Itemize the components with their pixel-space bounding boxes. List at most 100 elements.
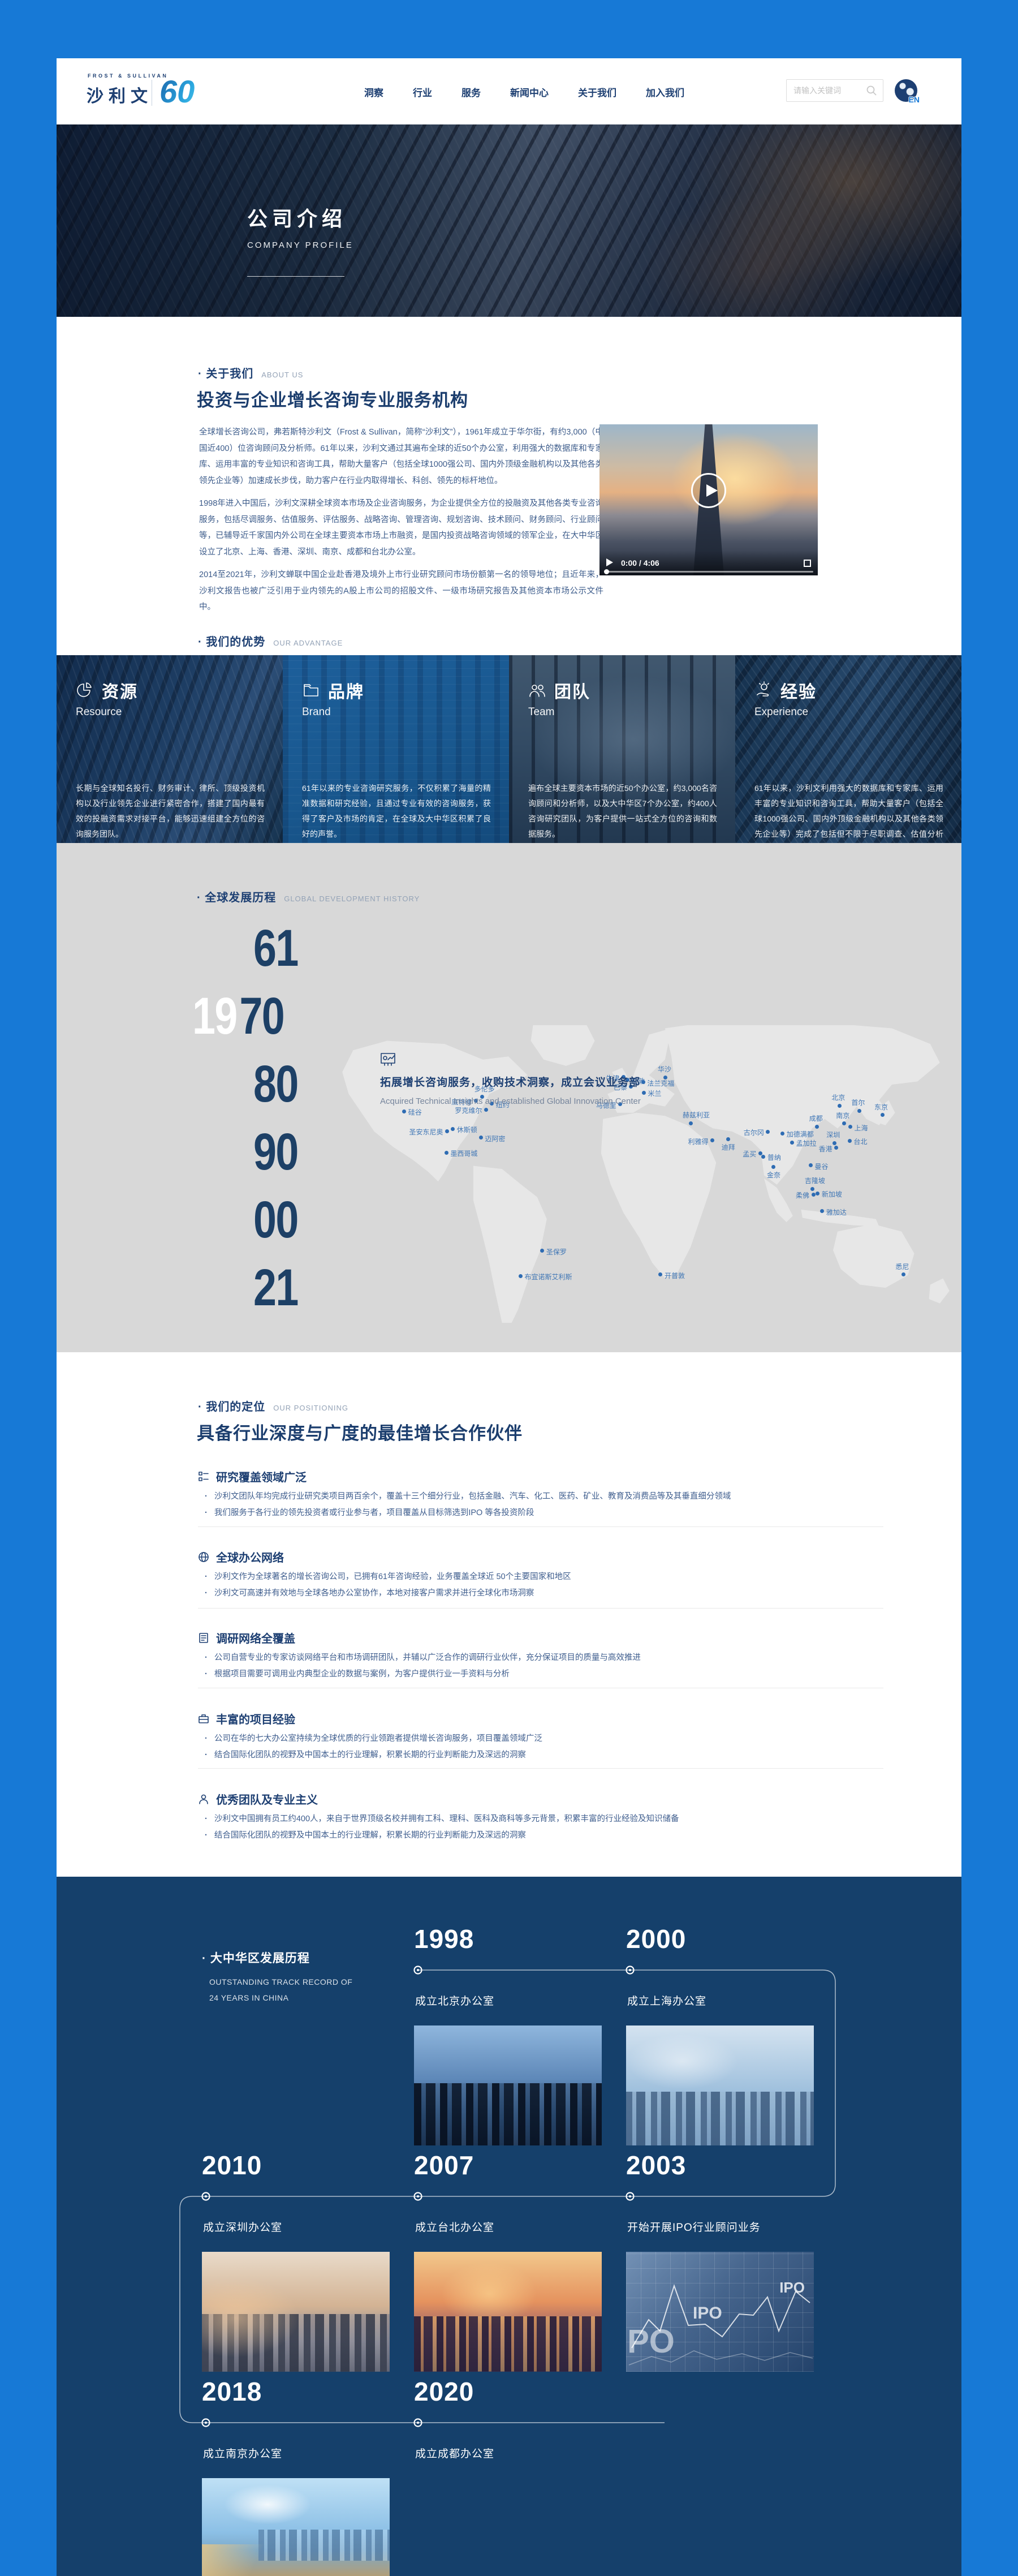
about-paragraph-1: 全球增长咨询公司，弗若斯特沙利文（Frost & Sullivan，简称“沙利文… (199, 428, 603, 485)
advantage-card-brand[interactable]: 品牌 Brand 61年以来的专业咨询研究服务，不仅积累了海量的精准数据和研究经… (283, 655, 509, 843)
map-city-dot (490, 1102, 494, 1106)
track-record-label-en-2: 24 YEARS IN CHINA (209, 1993, 289, 2002)
ipo-text: IPO (693, 2304, 722, 2323)
map-city-dot (847, 1138, 852, 1143)
map-city-dot (808, 1163, 813, 1168)
map-city-label: 南京 (836, 1111, 850, 1120)
advantage-text: 61年以来，沙利文利用强大的数据库和专家库、运用丰富的专业知识和咨询工具，帮助大… (754, 784, 943, 838)
map-city-label: 迈阿密 (485, 1134, 506, 1143)
map-city-dot (688, 1121, 693, 1125)
feature-bullet: 公司自营专业的专家访谈网络平台和市场调研团队，并辅以广泛合作的调研行业伙伴，充分… (205, 1651, 855, 1663)
ipo-text: IPO (626, 2323, 675, 2360)
about-label-cn: · 关于我们 (198, 368, 254, 380)
track-record-section: · 大中华区发展历程 OUTSTANDING TRACK RECORD OF 2… (57, 1877, 961, 2576)
video-play-button[interactable] (691, 473, 726, 509)
nav-item-industries[interactable]: 行业 (413, 88, 432, 98)
milestone-text-en: Acquired Technical Insights and establis… (380, 1096, 641, 1106)
track-record-label-en-1: OUTSTANDING TRACK RECORD OF (209, 1977, 353, 1986)
map-city-label: 雅加达 (826, 1208, 847, 1216)
advantage-text: 长期与全球知名投行、财务审计、律所、顶级投资机构以及行业领先企业进行紧密合作，搭… (76, 784, 265, 838)
map-city-label: 米兰 (648, 1090, 662, 1098)
map-city-dot (663, 1075, 668, 1080)
history-label-cn: · 全球发展历程 (197, 892, 277, 904)
page-subtitle: COMPANY PROFILE (247, 240, 353, 250)
timeline-year: 2003 (626, 2151, 687, 2180)
timeline-year: 2020 (414, 2377, 475, 2406)
beijing-skyline-photo (414, 2025, 602, 2145)
advantages-section: · 我们的优势 OUR ADVANTAGE 资源 Resource 长期与全球知… (57, 633, 961, 843)
about-paragraphs: 全球增长咨询公司，弗若斯特沙利文（Frost & Sullivan，简称“沙利文… (199, 424, 603, 622)
track-record-label-cn: · 大中华区发展历程 (202, 1952, 310, 1965)
map-city-label: 开普敦 (664, 1271, 685, 1280)
map-city-label: 休斯顿 (456, 1126, 477, 1134)
timeline-caption: 成立南京办公室 (203, 2448, 283, 2460)
search-input[interactable] (793, 80, 861, 101)
nav-item-about[interactable]: 关于我们 (578, 88, 616, 98)
company-video-player[interactable]: 0:00 / 4:06 (599, 424, 818, 575)
nav-item-news[interactable]: 新闻中心 (510, 88, 549, 98)
person-icon (199, 1794, 208, 1804)
search-icon[interactable] (866, 85, 877, 96)
video-play-icon[interactable] (606, 558, 613, 566)
map-city-dot (625, 1078, 629, 1082)
map-city-label: 东京 (874, 1103, 888, 1111)
map-city-dot (621, 1075, 626, 1080)
about-label-en: ABOUT US (261, 371, 304, 379)
history-year-2000[interactable]: 00 (253, 1191, 299, 1249)
map-city-dot (761, 1154, 766, 1159)
advantages-label-en: OUR ADVANTAGE (273, 639, 343, 647)
advantage-card-experience[interactable]: 经验 Experience 61年以来，沙利文利用强大的数据库和专家库、运用丰富… (735, 655, 961, 843)
milestone-chart-icon (381, 1053, 395, 1066)
history-year-1970-active[interactable]: 1970 (192, 987, 285, 1045)
positioning-label-en: OUR POSITIONING (273, 1404, 348, 1412)
timeline-year: 1998 (414, 1924, 475, 1954)
history-year-1990[interactable]: 90 (253, 1123, 299, 1181)
map-city-dot (880, 1113, 885, 1117)
advantage-title-en: Brand (302, 706, 331, 718)
history-year-1961[interactable]: 61 (253, 919, 299, 977)
shenzhen-skyline-photo (202, 2252, 390, 2372)
map-city-label: 赫兹利亚 (683, 1111, 710, 1120)
nav-item-join[interactable]: 加入我们 (646, 88, 684, 98)
map-city-label: 底特律 (451, 1098, 472, 1106)
search-box (786, 79, 883, 102)
feature-divider (198, 1526, 883, 1527)
video-fullscreen-icon[interactable] (804, 560, 811, 567)
map-city-label: 华沙 (657, 1065, 671, 1074)
map-city-dot (618, 1102, 623, 1107)
nav-item-services[interactable]: 服务 (461, 88, 481, 98)
chengdu-night-photo (414, 2478, 602, 2576)
positioning-section-label: · 我们的定位 OUR POSITIONING (198, 1397, 348, 1414)
ipo-text: IPO (779, 2279, 805, 2296)
feature-bullet: 结合国际化团队的视野及中国本土的行业理解，积累长期的行业判断能力及深远的洞察 (205, 1748, 855, 1760)
history-year-2021[interactable]: 21 (253, 1259, 299, 1317)
history-year-1980[interactable]: 80 (253, 1055, 299, 1113)
nav-item-insights[interactable]: 洞察 (364, 88, 383, 98)
video-progress-bar[interactable] (604, 569, 813, 574)
map-city-dot (540, 1249, 545, 1253)
advantage-title-en: Resource (76, 706, 122, 718)
advantage-text: 61年以来的专业咨询研究服务，不仅积累了海量的精准数据和研究经验，且通过专业有效… (302, 784, 491, 838)
timeline-caption: 成立上海办公室 (627, 1996, 707, 2007)
language-toggle-globe-icon[interactable]: EN (895, 79, 920, 104)
map-city-dot (834, 1146, 839, 1150)
ipo-line-chart (628, 2283, 813, 2366)
timeline-caption: 成立深圳办公室 (203, 2222, 283, 2234)
advantage-title-cn: 团队 (554, 683, 590, 702)
advantage-title-cn: 品牌 (328, 683, 364, 702)
map-city-label: 利雅得 (688, 1137, 709, 1146)
advantage-card-team[interactable]: 团队 Team 遍布全球主要资本市场的近50个办公室，约3,000名咨询顾问和分… (509, 655, 735, 843)
feature-divider (198, 1768, 883, 1769)
map-city-label: 法兰克福 (647, 1079, 675, 1087)
map-city-label: 柔佛 (795, 1192, 809, 1200)
list-icon (199, 1471, 209, 1481)
world-map-silhouette (342, 1025, 950, 1323)
map-city-dot (402, 1109, 407, 1113)
advantage-card-resource[interactable]: 资源 Resource 长期与全球知名投行、财务审计、律所、顶级投资机构以及行业… (57, 655, 283, 843)
map-city-dot (810, 1186, 815, 1191)
map-city-label: 香港 (818, 1145, 832, 1153)
anniversary-logo: 60 (159, 74, 195, 109)
document-icon (199, 1632, 208, 1643)
main-nav: 洞察 行业 服务 新闻中心 关于我们 加入我们 (364, 85, 684, 99)
map-city-label: 成都 (809, 1115, 823, 1123)
